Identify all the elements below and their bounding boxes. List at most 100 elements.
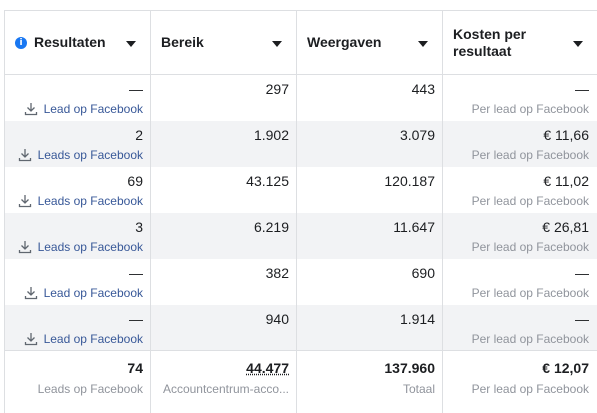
cost-value: —: [575, 311, 589, 327]
results-link-label[interactable]: Lead op Facebook: [43, 102, 143, 116]
impressions-value: 120.187: [384, 173, 435, 189]
results-link-label[interactable]: Leads op Facebook: [37, 194, 143, 208]
reach-value: 6.219: [253, 219, 289, 235]
results-link[interactable]: Lead op Facebook: [24, 286, 143, 300]
results-cell: 69 Leads op Facebook: [5, 167, 151, 213]
column-header-impressions[interactable]: Weergaven: [297, 11, 442, 74]
download-icon: [18, 148, 32, 162]
impressions-value: 690: [411, 265, 435, 281]
column-divider: [442, 10, 443, 413]
column-header-reach[interactable]: Bereik: [151, 11, 296, 74]
results-link[interactable]: Lead op Facebook: [24, 332, 143, 346]
table-row: — Lead op Facebook 382 690 — Per lead op Face…: [5, 259, 597, 305]
cost-value: —: [575, 81, 589, 97]
table-row: 2 Leads op Facebook 1.902 3.079 € 11,66 Per l…: [5, 121, 597, 167]
totals-impressions-label: Totaal: [402, 382, 435, 396]
results-value: 3: [135, 219, 143, 235]
column-divider: [296, 10, 297, 413]
totals-impressions-value: 137.960: [384, 360, 435, 376]
download-icon: [24, 102, 38, 116]
results-link[interactable]: Leads op Facebook: [18, 148, 143, 162]
cost-value: € 11,66: [543, 127, 589, 143]
impressions-value: 11.647: [393, 219, 435, 235]
table-top-border: [4, 10, 597, 11]
results-link-label[interactable]: Lead op Facebook: [43, 332, 143, 346]
cost-value: € 26,81: [542, 219, 589, 235]
results-value: —: [129, 265, 143, 281]
table-row: 69 Leads op Facebook 43.125 120.187 € 11,02 P…: [5, 167, 597, 213]
reach-value: 940: [265, 311, 289, 327]
column-header-results[interactable]: i Resultaten: [5, 11, 150, 74]
cost-label: Per lead op Facebook: [471, 286, 589, 300]
results-link[interactable]: Lead op Facebook: [24, 102, 143, 116]
download-icon: [18, 194, 32, 208]
results-link-label[interactable]: Leads op Facebook: [37, 148, 143, 162]
column-header-label: Weergaven: [307, 34, 382, 50]
reach-cell: 297: [151, 75, 297, 121]
column-divider: [150, 10, 151, 413]
results-link[interactable]: Leads op Facebook: [18, 194, 143, 208]
reach-cell: 1.902: [151, 121, 297, 167]
impressions-cell: 1.914: [297, 305, 443, 351]
totals-reach-cell: 44.477 Accountcentrum-acco...: [151, 351, 297, 413]
column-header-label: Kosten per resultaat: [453, 25, 527, 59]
reach-cell: 43.125: [151, 167, 297, 213]
column-header-cost-per-result[interactable]: Kosten per resultaat: [443, 11, 597, 74]
cost-cell: € 11,02 Per lead op Facebook: [443, 167, 597, 213]
caret-down-icon[interactable]: [418, 41, 428, 47]
cost-cell: — Per lead op Facebook: [443, 259, 597, 305]
download-icon: [24, 286, 38, 300]
cost-cell: € 11,66 Per lead op Facebook: [443, 121, 597, 167]
totals-cost-cell: € 12,07 Per lead op Facebook: [443, 351, 597, 413]
cost-label: Per lead op Facebook: [471, 102, 589, 116]
impressions-cell: 443: [297, 75, 443, 121]
impressions-cell: 120.187: [297, 167, 443, 213]
cost-cell: — Per lead op Facebook: [443, 75, 597, 121]
table-row: — Lead op Facebook 940 1.914 — Per lead op Fa…: [5, 305, 597, 351]
results-value: —: [129, 311, 143, 327]
results-link-label[interactable]: Leads op Facebook: [37, 240, 143, 254]
impressions-value: 3.079: [399, 127, 435, 143]
reach-value: 382: [265, 265, 289, 281]
table-left-border: [4, 10, 5, 413]
results-value: 2: [135, 127, 143, 143]
totals-impressions-cell: 137.960 Totaal: [297, 351, 443, 413]
header-divider: [4, 74, 597, 75]
caret-down-icon[interactable]: [573, 41, 583, 47]
column-header-label: Resultaten: [34, 34, 106, 50]
totals-row: 74 Leads op Facebook 44.477 Accountcentr…: [5, 351, 597, 413]
cost-cell: — Per lead op Facebook: [443, 305, 597, 351]
impressions-cell: 11.647: [297, 213, 443, 259]
totals-results-value: 74: [127, 360, 143, 376]
column-header-label: Bereik: [161, 34, 204, 50]
reach-cell: 940: [151, 305, 297, 351]
reach-cell: 6.219: [151, 213, 297, 259]
impressions-cell: 690: [297, 259, 443, 305]
impressions-value: 1.914: [399, 311, 435, 327]
caret-down-icon[interactable]: [126, 41, 136, 47]
results-link[interactable]: Leads op Facebook: [18, 240, 143, 254]
results-link-label[interactable]: Lead op Facebook: [43, 286, 143, 300]
results-cell: — Lead op Facebook: [5, 259, 151, 305]
table-row: — Lead op Facebook 297 443 — Per lead op Face…: [5, 75, 597, 121]
results-cell: 3 Leads op Facebook: [5, 213, 151, 259]
reach-value: 297: [265, 81, 289, 97]
impressions-value: 443: [411, 81, 435, 97]
reach-value: 1.902: [253, 127, 289, 143]
cost-value: —: [575, 265, 589, 281]
download-icon: [18, 240, 32, 254]
reach-cell: 382: [151, 259, 297, 305]
results-value: —: [129, 81, 143, 97]
totals-reach-value[interactable]: 44.477: [246, 360, 289, 376]
info-icon[interactable]: i: [15, 36, 27, 49]
results-value: 69: [127, 173, 143, 189]
cost-label: Per lead op Facebook: [471, 332, 589, 346]
results-cell: — Lead op Facebook: [5, 75, 151, 121]
cost-label: Per lead op Facebook: [471, 148, 589, 162]
results-cell: — Lead op Facebook: [5, 305, 151, 351]
results-cell: 2 Leads op Facebook: [5, 121, 151, 167]
caret-down-icon[interactable]: [272, 41, 282, 47]
cost-label: Per lead op Facebook: [471, 194, 589, 208]
totals-cost-label: Per lead op Facebook: [471, 382, 589, 396]
